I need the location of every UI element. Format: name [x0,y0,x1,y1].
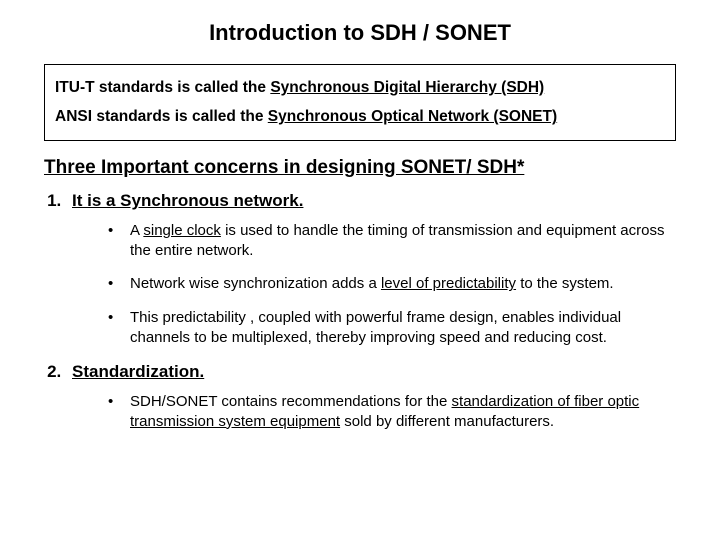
c1-bullet-3: This predictability , coupled with power… [102,308,676,348]
standards-box: ITU-T standards is called the Synchronou… [44,64,676,141]
c2b1-c: sold by different manufacturers. [340,413,554,430]
concerns-list: It is a Synchronous network. A single cl… [44,191,676,432]
section-heading: Three Important concerns in designing SO… [44,157,676,179]
c1-bullet-1: A single clock is used to handle the tim… [102,221,676,261]
itu-prefix: ITU-T standards is called the [55,79,270,96]
c1b2-c: to the system. [516,275,614,292]
c1b1-a: A [130,222,143,239]
ansi-prefix: ANSI standards is called the [55,108,268,125]
c2b1-a: SDH/SONET contains recommendations for t… [130,393,452,410]
c1b3-a: This predictability , coupled with power… [130,309,621,346]
sdh-term: Synchronous Digital Hierarchy (SDH) [270,79,544,96]
concern-2: Standardization. SDH/SONET contains reco… [66,362,676,432]
standards-line-1: ITU-T standards is called the Synchronou… [55,73,665,102]
concern-1: It is a Synchronous network. A single cl… [66,191,676,348]
concern-2-bullets: SDH/SONET contains recommendations for t… [72,392,676,432]
c1b2-a: Network wise synchronization adds a [130,275,381,292]
concern-2-label: Standardization. [72,362,204,381]
c1b1-u: single clock [143,222,221,239]
c1b2-u: level of predictability [381,275,516,292]
standards-line-2: ANSI standards is called the Synchronous… [55,102,665,131]
c2-bullet-1: SDH/SONET contains recommendations for t… [102,392,676,432]
concern-1-label: It is a Synchronous network. [72,191,303,210]
c1-bullet-2: Network wise synchronization adds a leve… [102,274,676,294]
slide-page: Introduction to SDH / SONET ITU-T standa… [0,0,720,540]
concern-1-bullets: A single clock is used to handle the tim… [72,221,676,348]
sonet-term: Synchronous Optical Network (SONET) [268,108,557,125]
slide-title: Introduction to SDH / SONET [44,20,676,46]
